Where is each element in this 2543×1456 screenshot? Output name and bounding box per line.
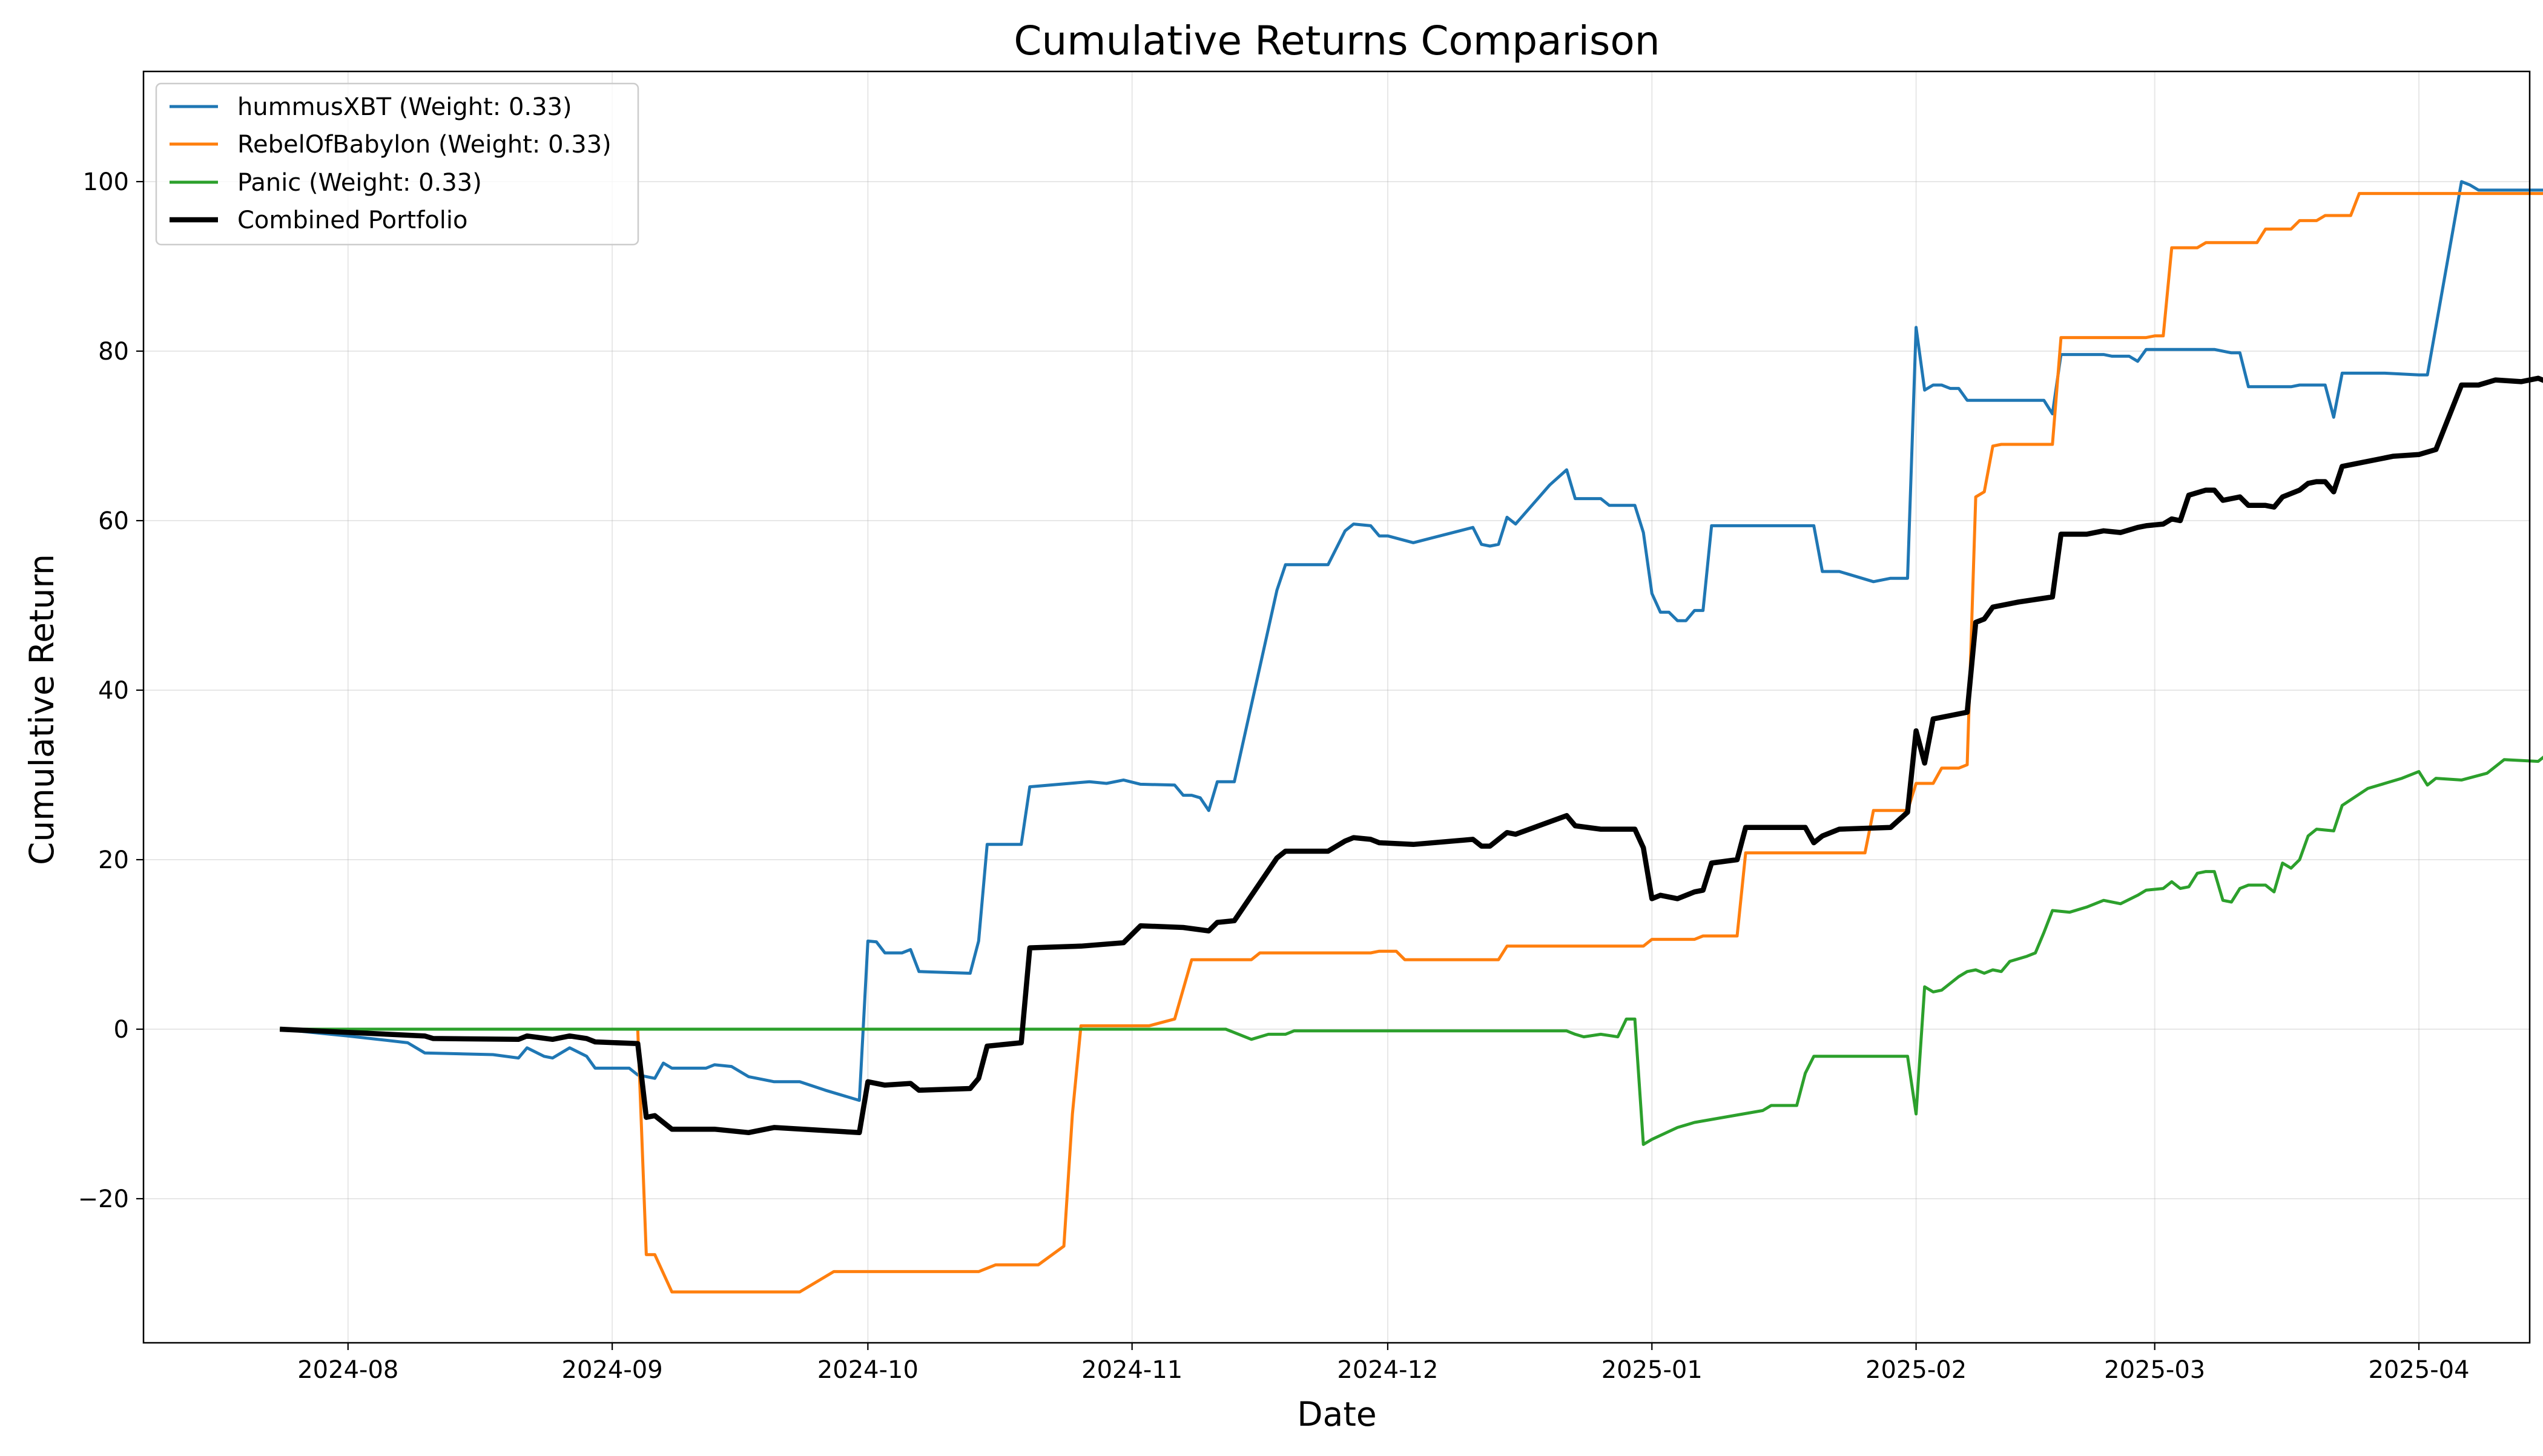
y-tick-label: 100 [83,168,129,196]
x-tick-label: 2025-04 [2368,1356,2469,1384]
x-tick-label: 2024-08 [297,1356,398,1384]
x-axis-ticks: 2024-08 2024-09 2024-10 2024-11 2024-12 2025-… [297,1343,2470,1384]
grid [143,71,2530,1343]
y-tick-label: 80 [98,338,129,366]
series-line-panic [280,756,2543,1146]
chart-title: Cumulative Returns Comparison [1014,18,1660,64]
x-tick-label: 2024-09 [562,1356,663,1384]
legend-label-panic: Panic (Weight: 0.33) [237,169,482,197]
y-tick-label: 20 [98,846,129,874]
x-tick-label: 2024-12 [1337,1356,1438,1384]
plot-area-frame [142,70,2531,1344]
legend-label-rebelofbabylon: RebelOfBabylon (Weight: 0.33) [237,131,612,159]
legend-label-hummusxbt: hummusXBT (Weight: 0.33) [237,93,572,121]
x-tick-label: 2025-01 [1601,1356,1703,1384]
x-axis-label: Date [1297,1395,1376,1434]
legend: hummusXBT (Weight: 0.33) RebelOfBabylon … [155,82,639,246]
x-tick-label: 2025-02 [1865,1356,1967,1384]
x-tick-label: 2024-10 [817,1356,919,1384]
y-tick-label: 0 [114,1016,129,1044]
legend-label-combined-portfolio: Combined Portfolio [237,206,468,234]
x-tick-label: 2025-03 [2104,1356,2205,1384]
legend-box [155,82,639,246]
series-line-rebelofbabylon [280,192,2543,1294]
y-axis-label: Cumulative Return [22,554,61,865]
y-tick-label: −20 [78,1185,129,1213]
y-tick-label: 60 [98,507,129,535]
y-tick-label: 40 [98,677,129,705]
series-line-combined [280,375,2543,1136]
y-axis-ticks: −20 0 20 40 60 80 100 [78,168,143,1213]
plot-series [279,180,2543,1294]
series-line-hummusxbt [279,180,2543,1102]
x-tick-label: 2024-11 [1081,1356,1182,1384]
